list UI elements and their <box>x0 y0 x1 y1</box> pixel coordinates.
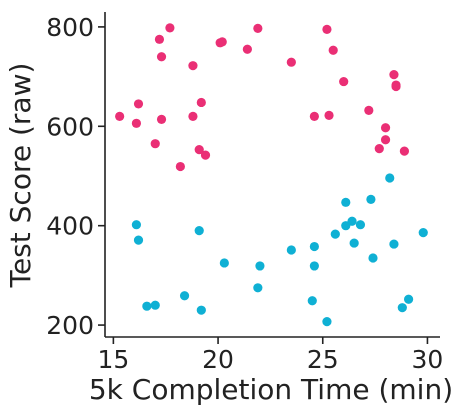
data-point-series-1 <box>364 105 374 115</box>
data-point-series-2 <box>179 291 190 301</box>
data-point-series-2 <box>403 294 414 304</box>
x-axis-ticks: 15 20 25 30 <box>97 337 443 374</box>
data-point-series-2 <box>347 216 357 226</box>
data-point-series-1 <box>133 99 144 109</box>
data-point-series-1 <box>339 76 349 87</box>
y-tick-label: 800 <box>46 13 94 42</box>
data-point-series-1 <box>309 111 319 121</box>
data-point-series-1 <box>156 52 167 62</box>
data-point-series-1 <box>322 24 332 34</box>
data-point-series-1 <box>154 34 165 44</box>
y-tick-label: 400 <box>46 212 94 241</box>
data-point-series-1 <box>253 23 263 33</box>
y-axis-ticks: 200 400 600 800 <box>46 13 105 340</box>
data-point-series-1 <box>200 150 211 160</box>
data-point-series-2 <box>309 241 319 252</box>
data-point-series-1 <box>374 144 384 154</box>
data-point-series-2 <box>341 197 351 207</box>
data-point-series-2 <box>194 226 204 236</box>
data-point-series-2 <box>150 300 160 310</box>
data-point-series-1 <box>194 145 204 155</box>
data-point-series-2 <box>368 253 378 263</box>
data-point-series-2 <box>309 261 319 271</box>
data-points <box>115 23 428 327</box>
data-point-series-1 <box>389 70 399 80</box>
data-point-series-1 <box>324 110 334 120</box>
y-tick-label: 600 <box>46 112 94 141</box>
plot-area: 15 20 25 30 200 400 600 800 <box>46 12 443 374</box>
data-point-series-1 <box>242 44 252 54</box>
x-tick-label: 20 <box>202 345 234 374</box>
data-point-series-1 <box>115 111 125 121</box>
data-point-series-2 <box>397 303 407 313</box>
data-point-series-2 <box>418 228 428 238</box>
data-point-series-2 <box>322 316 332 327</box>
data-point-series-1 <box>217 37 227 47</box>
data-point-series-2 <box>330 229 340 239</box>
data-point-series-1 <box>328 45 338 55</box>
data-point-series-1 <box>399 146 410 156</box>
data-point-series-2 <box>366 194 376 204</box>
data-point-series-1 <box>175 161 185 172</box>
data-point-series-1 <box>156 114 167 124</box>
data-point-series-1 <box>196 97 206 108</box>
data-point-series-2 <box>131 220 142 230</box>
data-point-series-2 <box>253 283 263 293</box>
data-point-series-1 <box>391 81 401 92</box>
x-tick-label: 30 <box>412 345 444 374</box>
x-tick-label: 25 <box>307 345 339 374</box>
data-point-series-1 <box>165 23 175 33</box>
data-point-series-2 <box>255 261 265 271</box>
data-point-series-2 <box>307 296 317 306</box>
data-point-series-1 <box>380 135 391 145</box>
data-point-series-1 <box>131 118 142 128</box>
data-point-series-1 <box>188 111 198 121</box>
data-point-series-1 <box>188 61 198 71</box>
data-point-series-1 <box>286 57 296 67</box>
data-point-series-2 <box>349 238 359 248</box>
data-point-series-2 <box>389 239 399 249</box>
data-point-series-1 <box>380 123 391 133</box>
x-tick-label: 15 <box>97 345 129 374</box>
data-point-series-2 <box>133 235 144 245</box>
data-point-series-1 <box>150 139 160 149</box>
y-axis-label: Test Score (raw) <box>4 63 37 289</box>
data-point-series-2 <box>286 245 296 255</box>
data-point-series-2 <box>385 173 395 183</box>
data-point-series-2 <box>142 301 152 311</box>
data-point-series-2 <box>196 305 206 315</box>
x-axis-label: 5k Completion Time (min) <box>89 373 453 406</box>
y-tick-label: 200 <box>46 311 94 340</box>
data-point-series-2 <box>219 258 229 268</box>
data-point-series-2 <box>355 220 366 230</box>
